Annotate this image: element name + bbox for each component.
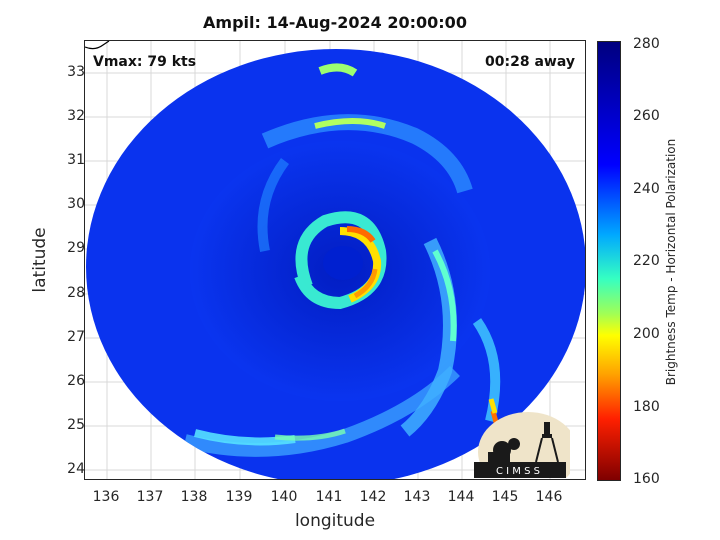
y-tick-label: 32 (67, 108, 85, 124)
colorbar-tick-label: 260 (633, 108, 660, 124)
x-tick-label: 141 (315, 489, 343, 505)
time-away-label: 00:28 away (485, 54, 575, 70)
x-tick-label: 146 (535, 489, 563, 505)
microwave-image-plot: Vmax: 79 kts 00:28 away (84, 40, 586, 480)
plot-title: Ampil: 14-Aug-2024 20:00:00 (203, 13, 467, 32)
y-tick-label: 29 (67, 240, 85, 256)
y-tick-label: 28 (67, 285, 85, 301)
storm-imagery (85, 41, 585, 479)
svg-text:C I M S S: C I M S S (496, 466, 540, 477)
y-axis-label: latitude (30, 227, 50, 293)
x-tick-label: 140 (270, 489, 298, 505)
x-tick-label: 138 (180, 489, 208, 505)
x-tick-label: 143 (403, 489, 431, 505)
x-tick-label: 136 (92, 489, 120, 505)
cimss-logo: C I M S S (474, 412, 570, 478)
x-tick-label: 137 (136, 489, 164, 505)
y-tick-label: 24 (67, 461, 85, 477)
colorbar-tick-label: 240 (633, 181, 660, 197)
colorbar-tick-label: 220 (633, 253, 660, 269)
x-tick-label: 145 (491, 489, 519, 505)
colorbar-tick-label: 200 (633, 326, 660, 342)
colorbar-tick-label: 280 (633, 36, 660, 52)
colorbar-label: Brightness Temp - Horizontal Polarizatio… (664, 138, 678, 386)
x-tick-label: 144 (447, 489, 475, 505)
x-tick-label: 142 (359, 489, 387, 505)
y-tick-label: 31 (67, 152, 85, 168)
colorbar-tick-label: 180 (633, 399, 660, 415)
y-tick-label: 30 (67, 196, 85, 212)
y-tick-label: 25 (67, 417, 85, 433)
colorbar (597, 41, 621, 481)
y-tick-label: 33 (67, 64, 85, 80)
x-axis-label: longitude (294, 511, 376, 531)
vmax-label: Vmax: 79 kts (93, 54, 197, 70)
x-tick-label: 139 (225, 489, 253, 505)
colorbar-tick-label: 160 (633, 471, 660, 487)
y-tick-label: 27 (67, 329, 85, 345)
y-tick-label: 26 (67, 373, 85, 389)
